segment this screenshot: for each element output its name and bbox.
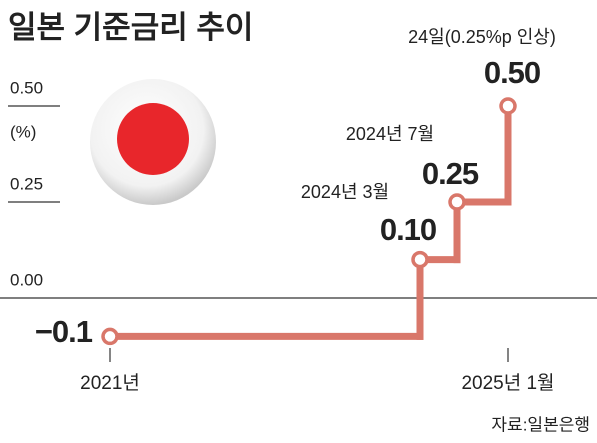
source-note: 자료:일본은행 <box>491 415 590 434</box>
category-label: 2021년 <box>80 372 140 394</box>
flag-sun <box>117 103 189 175</box>
data-point <box>448 193 466 211</box>
data-point <box>101 327 119 346</box>
value-label: 0.25 <box>422 156 479 191</box>
y-axis-unit: (%) <box>10 122 36 141</box>
value-label: −0.1 <box>35 314 93 349</box>
y-tick-label: 0.25 <box>10 174 43 193</box>
value-label: 0.50 <box>484 55 540 90</box>
data-point <box>411 250 429 269</box>
category-label: 2025년 1월 <box>461 372 554 394</box>
annotation: 24일(0.25%p 인상) <box>408 27 556 47</box>
y-tick-label: 0.00 <box>10 270 43 289</box>
chart-title: 일본 기준금리 추이 <box>8 10 253 45</box>
category-label: 2024년 7월 <box>346 124 434 144</box>
category-label: 2024년 3월 <box>301 182 389 202</box>
data-point <box>499 97 517 115</box>
value-label: 0.10 <box>380 212 436 247</box>
y-tick-label: 0.50 <box>10 78 43 97</box>
japan-flag-icon <box>90 79 216 205</box>
